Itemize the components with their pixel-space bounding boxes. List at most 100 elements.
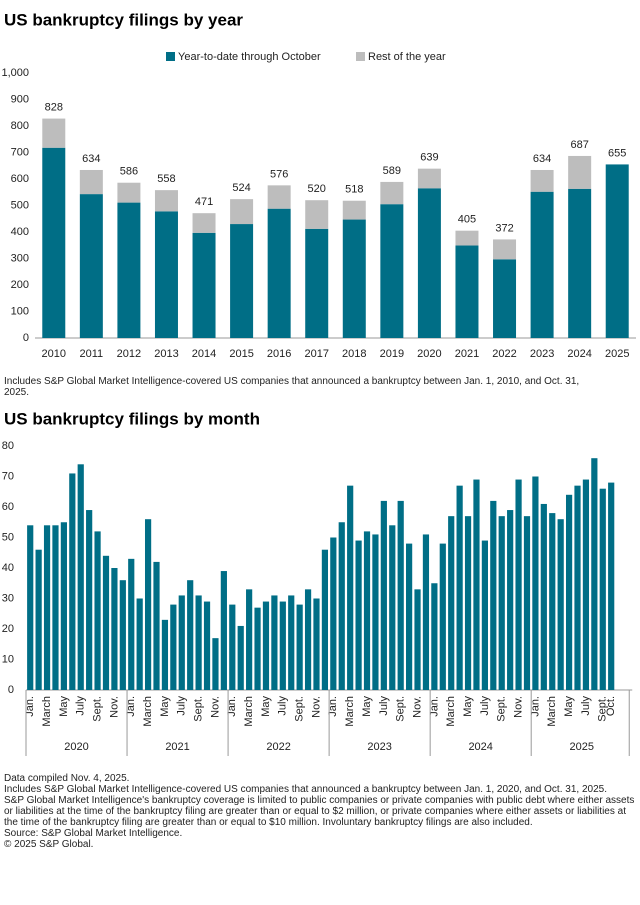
bar-segment bbox=[154, 190, 178, 212]
bar-segment bbox=[79, 169, 103, 195]
x-tick-label: Jan. bbox=[428, 696, 440, 717]
bar bbox=[271, 595, 278, 690]
x-tick-label: July bbox=[378, 696, 390, 716]
y-tick-label: 700 bbox=[11, 146, 29, 158]
x-tick-label: Sept. bbox=[395, 696, 407, 722]
bar bbox=[380, 500, 387, 690]
bar bbox=[338, 522, 345, 690]
bar bbox=[136, 598, 143, 690]
bar-segment bbox=[380, 181, 404, 205]
bar-segment bbox=[117, 202, 141, 338]
x-tick-label: Jan. bbox=[327, 696, 339, 717]
x-tick-label: March bbox=[243, 696, 255, 727]
x-tick-label: 2013 bbox=[154, 348, 178, 360]
note: Includes S&P Global Market Intelligence-… bbox=[4, 784, 607, 795]
bar bbox=[254, 607, 261, 690]
bar bbox=[313, 598, 320, 690]
x-tick-label: Sept. bbox=[496, 696, 508, 722]
x-tick-label: 2021 bbox=[455, 348, 479, 360]
year-label: 2024 bbox=[468, 741, 492, 753]
x-tick-label: Nov. bbox=[209, 696, 221, 718]
bar-segment bbox=[417, 168, 441, 189]
bar-segment bbox=[305, 200, 329, 229]
x-tick-label: Jan. bbox=[226, 696, 238, 717]
bar bbox=[565, 494, 573, 690]
x-tick-label: Nov. bbox=[108, 696, 120, 718]
bar bbox=[94, 531, 101, 690]
bar-segment bbox=[455, 245, 479, 338]
note: © 2025 S&P Global. bbox=[4, 839, 94, 850]
y-tick-label: 10 bbox=[2, 653, 14, 665]
legend-swatch bbox=[166, 52, 175, 61]
x-tick-label: 2018 bbox=[342, 348, 366, 360]
bar-segment bbox=[192, 213, 216, 233]
y-tick-label: 600 bbox=[11, 173, 29, 185]
bar bbox=[507, 510, 514, 690]
x-tick-label: Sept. bbox=[597, 696, 609, 722]
total-label: 558 bbox=[157, 173, 175, 185]
bar-segment bbox=[305, 228, 329, 338]
bar bbox=[549, 513, 556, 690]
bar-segment bbox=[493, 259, 517, 338]
year-label: 2022 bbox=[266, 741, 290, 753]
y-tick-label: 200 bbox=[11, 279, 29, 291]
bar bbox=[203, 601, 211, 690]
y-tick-label: 1,000 bbox=[1, 67, 29, 79]
x-tick-label: July bbox=[75, 696, 87, 716]
legend-label: Rest of the year bbox=[368, 51, 446, 63]
total-label: 586 bbox=[120, 166, 138, 178]
bar bbox=[60, 522, 67, 690]
bar bbox=[229, 604, 236, 690]
bar bbox=[406, 543, 413, 690]
x-tick-label: 2023 bbox=[530, 348, 554, 360]
bar bbox=[321, 549, 329, 690]
x-tick-label: July bbox=[479, 696, 491, 716]
bar-segment bbox=[154, 211, 178, 338]
x-tick-label: May bbox=[462, 696, 474, 717]
x-tick-label: 2015 bbox=[229, 348, 253, 360]
bar bbox=[389, 525, 396, 690]
bar bbox=[498, 516, 505, 690]
total-label: 828 bbox=[45, 101, 63, 113]
bar-segment bbox=[117, 182, 141, 203]
total-label: 634 bbox=[533, 153, 551, 165]
bar-segment bbox=[342, 200, 366, 220]
bar bbox=[170, 604, 177, 690]
bar bbox=[372, 534, 379, 690]
footnotes: Data compiled Nov. 4, 2025. Includes S&P … bbox=[4, 773, 636, 850]
bar bbox=[363, 531, 371, 690]
total-label: 405 bbox=[458, 214, 476, 226]
total-label: 518 bbox=[345, 184, 363, 196]
total-label: 524 bbox=[232, 182, 250, 194]
x-tick-label: March bbox=[445, 696, 457, 727]
bar bbox=[153, 561, 160, 690]
bar bbox=[347, 485, 354, 690]
bar-segment bbox=[380, 204, 404, 338]
bar bbox=[439, 543, 446, 690]
bar bbox=[52, 525, 59, 690]
bar bbox=[431, 583, 438, 690]
bar bbox=[128, 558, 135, 690]
legend-swatch bbox=[356, 52, 365, 61]
bar bbox=[262, 601, 270, 690]
x-tick-label: 2010 bbox=[42, 348, 66, 360]
y-tick-label: 0 bbox=[8, 684, 14, 696]
y-tick-label: 0 bbox=[23, 332, 29, 344]
year-label: 2020 bbox=[64, 741, 88, 753]
x-tick-label: 2024 bbox=[567, 348, 591, 360]
bar-segment bbox=[455, 230, 479, 246]
legend-label: Year-to-date through October bbox=[178, 51, 321, 63]
bar-segment bbox=[192, 232, 216, 338]
bar-segment bbox=[267, 185, 291, 209]
x-tick-label: 2016 bbox=[267, 348, 291, 360]
bar bbox=[330, 537, 337, 690]
x-tick-label: Sept. bbox=[91, 696, 103, 722]
x-tick-label: July bbox=[580, 696, 592, 716]
bar bbox=[540, 503, 547, 690]
bar bbox=[195, 595, 202, 690]
x-tick-label: May bbox=[361, 696, 373, 717]
bar bbox=[582, 479, 590, 690]
x-tick-label: Jan. bbox=[24, 696, 36, 717]
